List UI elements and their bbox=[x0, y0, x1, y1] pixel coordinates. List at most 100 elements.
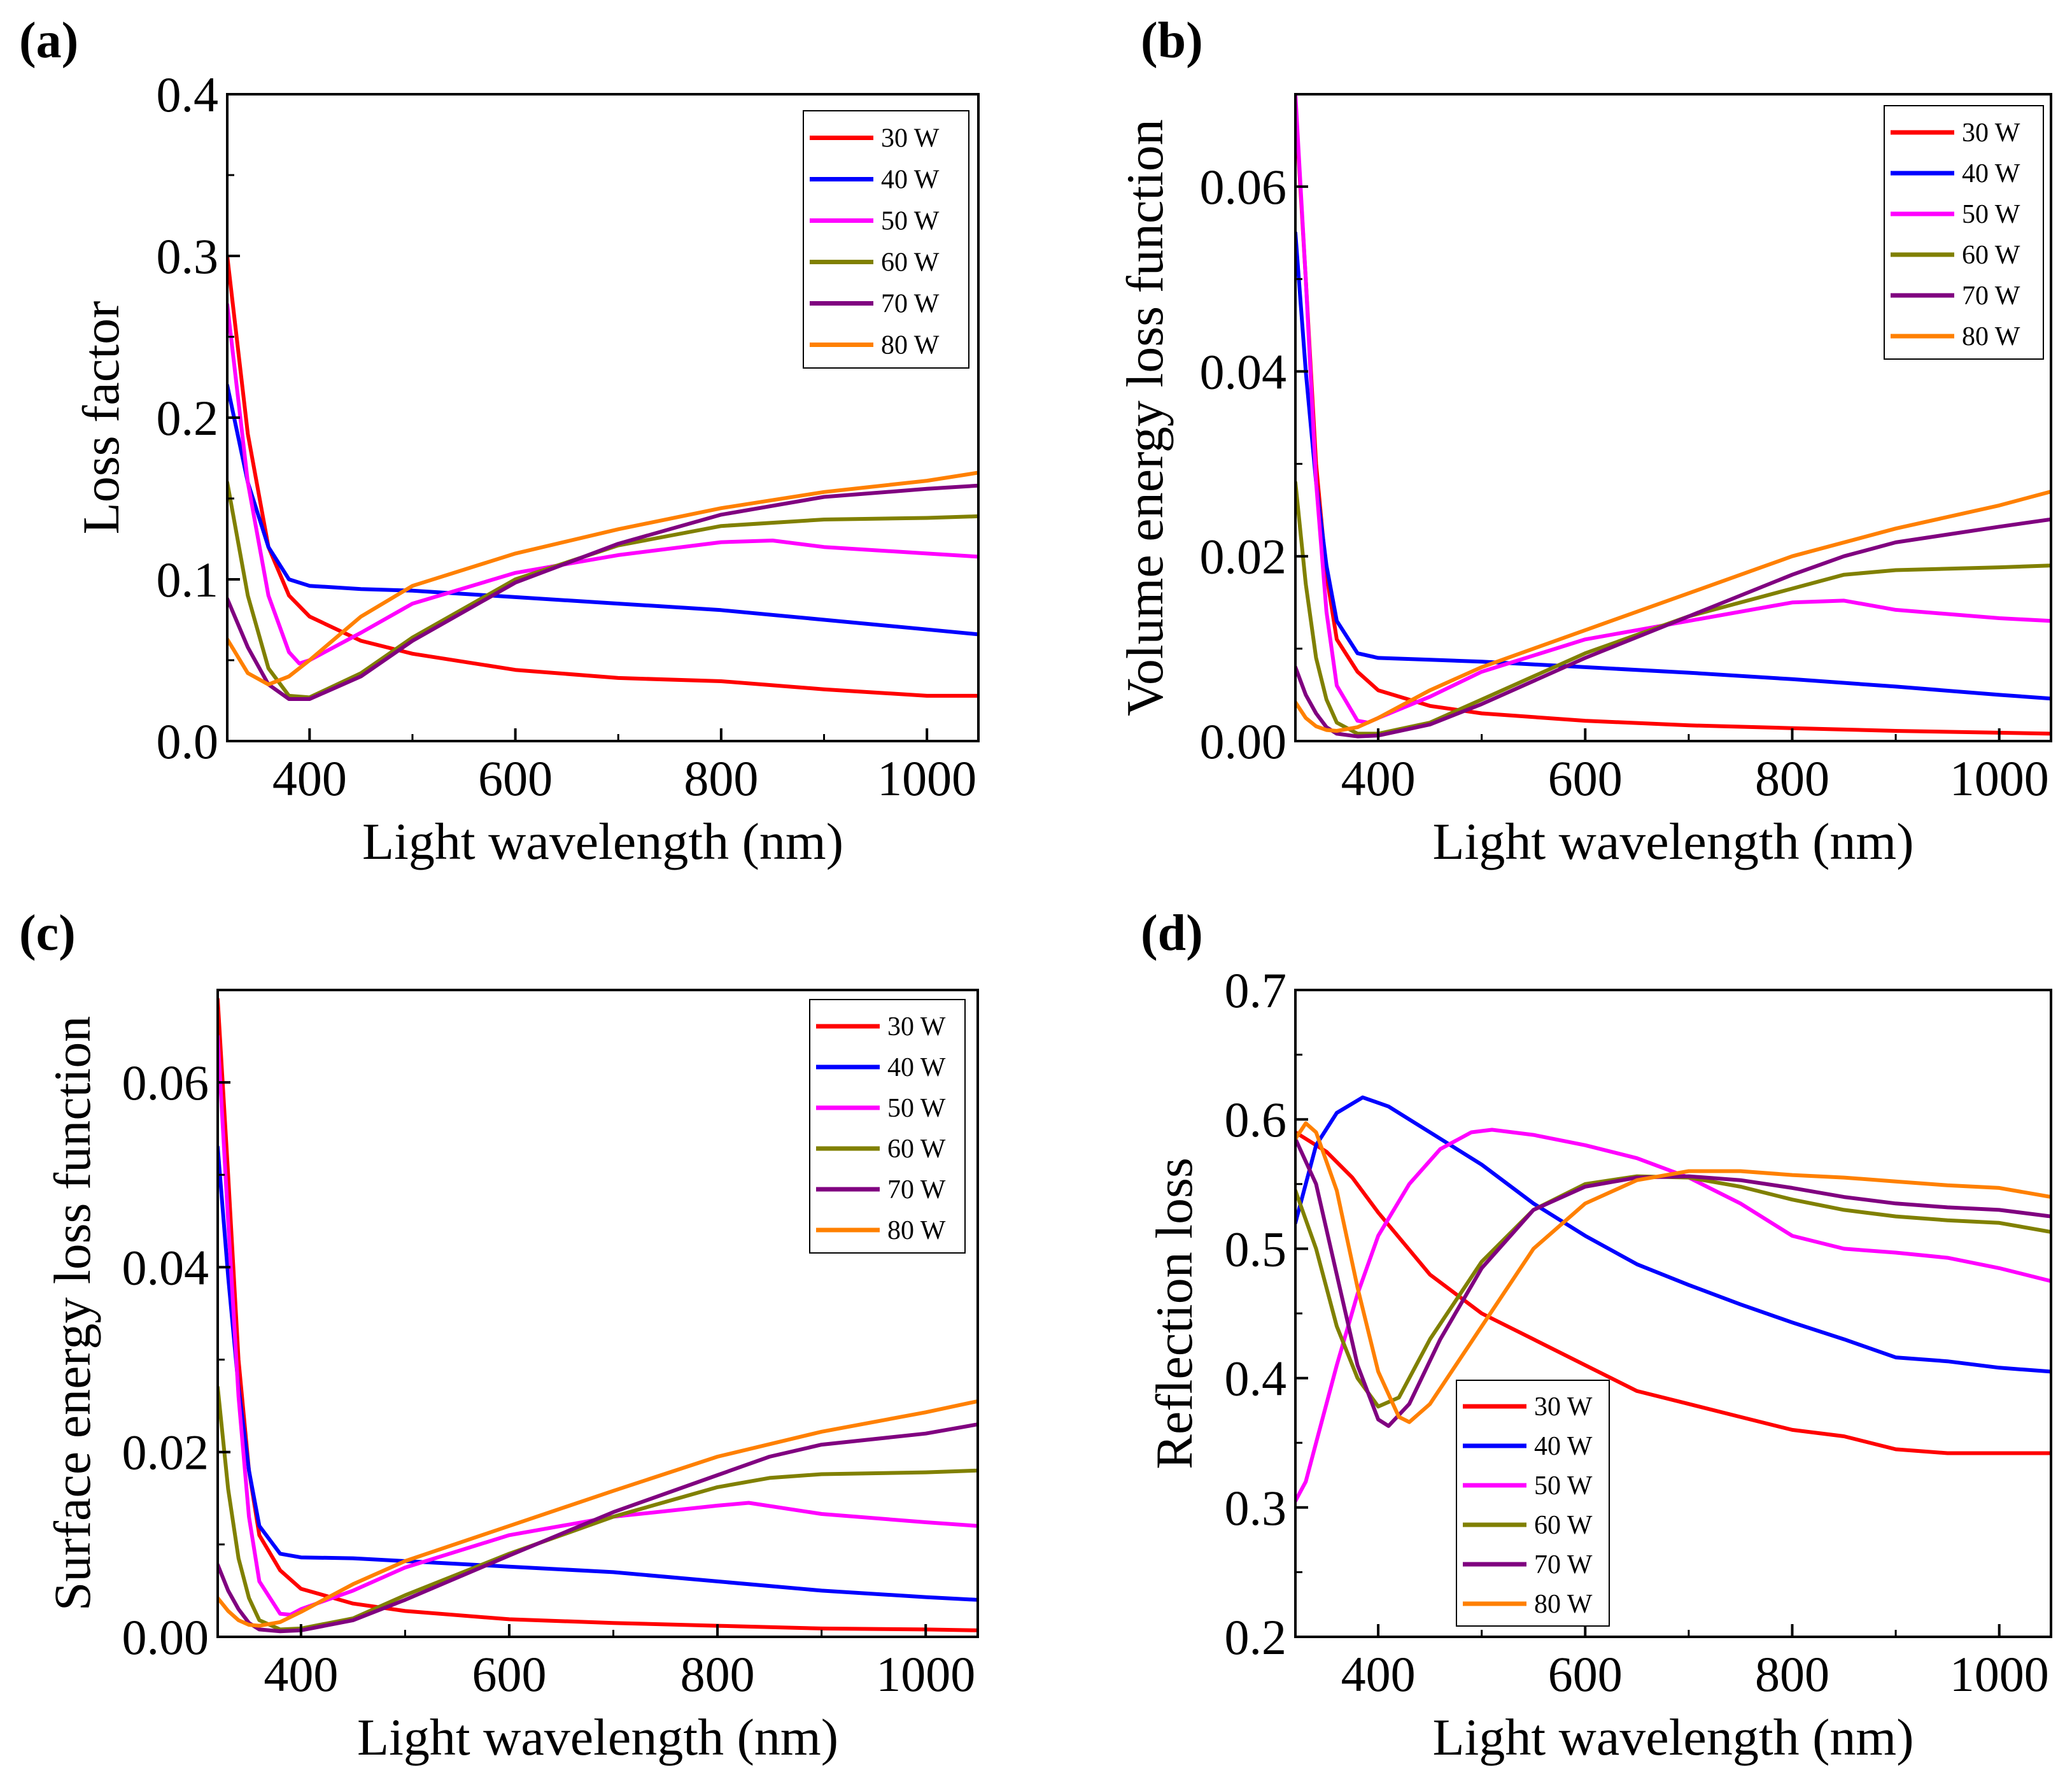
x-tick-label: 600 bbox=[1548, 751, 1623, 806]
legend-label: 40 W bbox=[1534, 1432, 1593, 1461]
legend-label: 70 W bbox=[887, 1175, 946, 1205]
series-line-70w bbox=[1295, 1136, 2051, 1428]
x-tick-label: 1000 bbox=[877, 751, 976, 806]
legend-box bbox=[1884, 105, 2044, 360]
series-group bbox=[1295, 94, 2051, 739]
legend-label: 70 W bbox=[881, 290, 940, 319]
series-line-50w bbox=[218, 1034, 978, 1617]
legend-label: 80 W bbox=[887, 1216, 946, 1245]
legend-label: 50 W bbox=[887, 1094, 946, 1123]
y-tick-label: 0.06 bbox=[1200, 159, 1287, 215]
y-tick-label: 0.6 bbox=[1225, 1092, 1287, 1147]
y-tick-label: 0.02 bbox=[122, 1425, 209, 1480]
x-tick-label: 600 bbox=[472, 1646, 546, 1702]
series-line-40w bbox=[1295, 1095, 2051, 1374]
x-tick-label: 400 bbox=[272, 751, 347, 806]
y-tick-label: 0.0 bbox=[157, 714, 219, 769]
x-tick-label: 400 bbox=[1341, 751, 1416, 806]
y-axis-label: Loss factor bbox=[72, 301, 130, 535]
series-line-60w bbox=[1295, 1174, 2051, 1409]
panel-label: (c) bbox=[19, 905, 76, 961]
y-tick-label: 0.02 bbox=[1200, 529, 1287, 584]
series-line-70w bbox=[218, 1422, 978, 1634]
x-axis-label: Light wavelength (nm) bbox=[362, 812, 843, 870]
legend: 30 W 40 W 50 W 60 W 70 W 80 W bbox=[809, 999, 966, 1254]
plot-frame bbox=[1294, 93, 2052, 742]
y-tick-label: 0.04 bbox=[122, 1240, 209, 1295]
legend-label: 30 W bbox=[1534, 1392, 1593, 1422]
legend-label: 70 W bbox=[1962, 281, 2020, 311]
x-tick-label: 600 bbox=[1548, 1646, 1623, 1702]
x-tick-label: 800 bbox=[684, 751, 758, 806]
y-tick-label: 0.04 bbox=[1200, 344, 1287, 399]
y-tick-label: 0.2 bbox=[1225, 1609, 1287, 1665]
series-line-70w bbox=[1295, 517, 2051, 739]
chart-panel-b: (b) 400 600 800 1000 0.00 0.02 0.04 0.06 Light wa… bbox=[1116, 13, 2052, 870]
x-tick-label: 400 bbox=[1341, 1646, 1416, 1702]
legend: 30 W 40 W 50 W 60 W 70 W 80 W bbox=[1884, 105, 2044, 360]
series-line-80w bbox=[227, 470, 978, 687]
legend-label: 40 W bbox=[881, 166, 940, 195]
legend-label: 80 W bbox=[1962, 322, 2020, 351]
legend-box bbox=[1456, 1380, 1610, 1627]
legend-label: 40 W bbox=[887, 1053, 946, 1082]
x-tick-label: 400 bbox=[264, 1646, 338, 1702]
legend-label: 80 W bbox=[1534, 1590, 1593, 1619]
series-group bbox=[218, 997, 978, 1634]
chart-panel-a: (a) 400 600 800 1000 0.0 0.1 0.2 0.3 0.4 Light wav… bbox=[19, 13, 980, 870]
x-tick-label: 1000 bbox=[1950, 1646, 2049, 1702]
y-tick-label: 0.3 bbox=[1225, 1480, 1287, 1536]
x-tick-label: 600 bbox=[478, 751, 553, 806]
y-tick-label: 0.2 bbox=[157, 390, 219, 446]
legend-box bbox=[803, 110, 969, 369]
series-line-50w bbox=[1295, 94, 2051, 725]
legend-label: 30 W bbox=[881, 124, 940, 153]
legend-label: 60 W bbox=[887, 1135, 946, 1164]
series-group bbox=[1295, 1095, 2051, 1503]
panel-label: (b) bbox=[1141, 13, 1203, 69]
y-tick-label: 0.4 bbox=[1225, 1351, 1287, 1406]
legend: 30 W 40 W 50 W 60 W 70 W 80 W bbox=[803, 110, 969, 369]
y-tick-label: 0.00 bbox=[122, 1609, 209, 1665]
panel-label: (d) bbox=[1141, 905, 1203, 961]
series-line-60w bbox=[218, 1385, 978, 1632]
x-tick-label: 1000 bbox=[1950, 751, 2049, 806]
series-line-30w bbox=[1295, 1130, 2051, 1455]
chart-panel-d: (d) 400 600 800 1000 0.2 0.3 0.4 0.5 0.6 0.7 Light … bbox=[1141, 905, 2052, 1766]
x-tick-label: 800 bbox=[1755, 751, 1829, 806]
y-tick-label: 0.00 bbox=[1200, 714, 1287, 769]
plot-frame bbox=[216, 989, 979, 1638]
x-axis-label: Light wavelength (nm) bbox=[1432, 1708, 1913, 1766]
legend-label: 50 W bbox=[881, 207, 940, 236]
y-tick-label: 0.4 bbox=[157, 67, 219, 122]
x-axis-label: Light wavelength (nm) bbox=[1432, 812, 1913, 870]
x-tick-label: 800 bbox=[680, 1646, 755, 1702]
series-line-80w bbox=[1295, 1121, 2051, 1424]
y-tick-label: 0.1 bbox=[157, 552, 219, 607]
y-tick-label: 0.7 bbox=[1225, 963, 1287, 1018]
y-axis-label: Reflection loss bbox=[1145, 1157, 1203, 1469]
y-tick-label: 0.3 bbox=[157, 229, 219, 284]
x-tick-label: 800 bbox=[1755, 1646, 1829, 1702]
x-tick-label: 1000 bbox=[876, 1646, 975, 1702]
series-line-60w bbox=[1295, 480, 2051, 736]
panel-label: (a) bbox=[19, 13, 78, 69]
series-line-80w bbox=[218, 1399, 978, 1628]
plot-frame bbox=[1294, 989, 2052, 1638]
legend: 30 W 40 W 50 W 60 W 70 W 80 W bbox=[1456, 1380, 1610, 1627]
legend-box bbox=[809, 999, 966, 1254]
y-axis-label: Surface energy loss function bbox=[43, 1016, 101, 1611]
legend-label: 70 W bbox=[1534, 1550, 1593, 1580]
legend-label: 50 W bbox=[1534, 1471, 1593, 1501]
y-tick-label: 0.06 bbox=[122, 1055, 209, 1110]
series-line-60w bbox=[227, 480, 978, 700]
legend-label: 60 W bbox=[1962, 241, 2020, 270]
y-axis-label: Volume energy loss function bbox=[1116, 119, 1174, 716]
series-group bbox=[227, 254, 978, 701]
series-line-80w bbox=[1295, 490, 2051, 733]
legend-label: 30 W bbox=[1962, 118, 2020, 148]
legend-label: 50 W bbox=[1962, 200, 2020, 229]
legend-label: 60 W bbox=[881, 248, 940, 278]
legend-label: 80 W bbox=[881, 331, 940, 360]
